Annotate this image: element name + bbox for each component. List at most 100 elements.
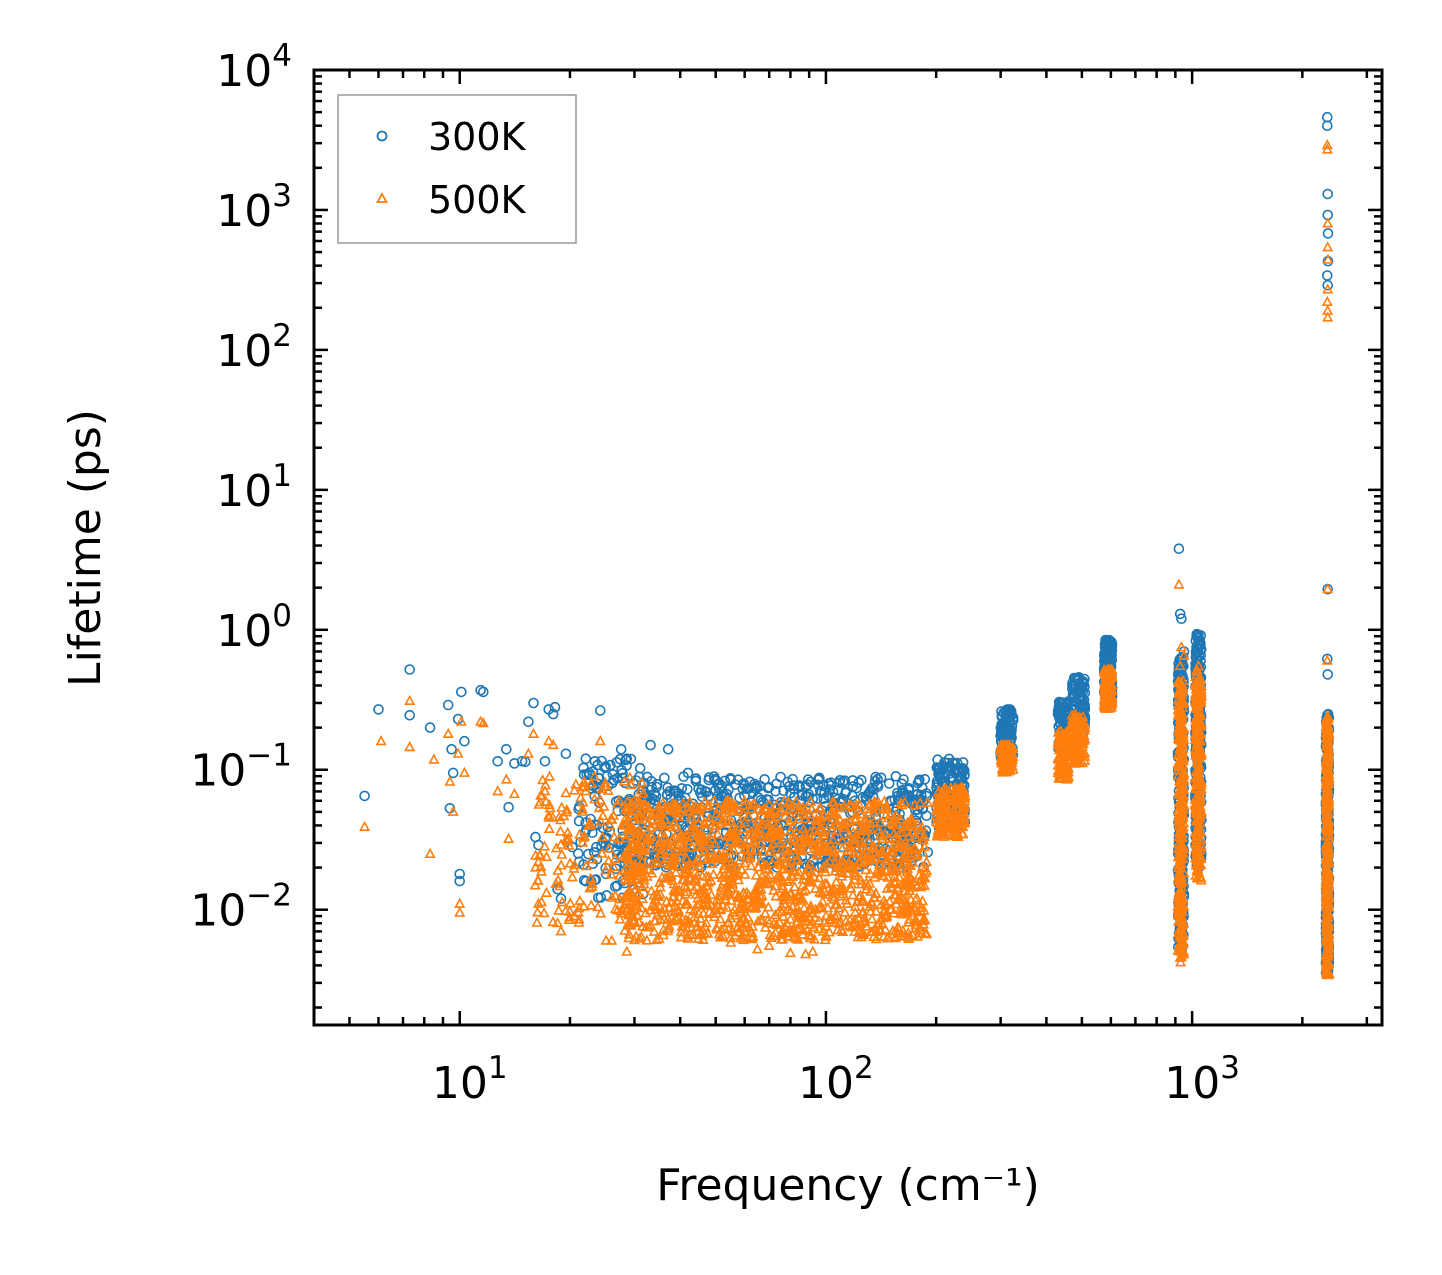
- point-500k: [786, 841, 799, 852]
- point-500k: [729, 909, 741, 920]
- point-500k: [864, 905, 877, 916]
- point-500k: [760, 862, 772, 874]
- point-500k: [540, 886, 553, 898]
- point-500k: [547, 811, 559, 822]
- point-500k: [1194, 709, 1206, 721]
- point-300k: [847, 775, 859, 786]
- point-500k: [769, 880, 781, 891]
- point-500k: [777, 889, 789, 900]
- point-500k: [888, 852, 900, 863]
- point-500k: [712, 828, 724, 839]
- point-500k: [637, 787, 649, 798]
- point-300k: [1100, 654, 1111, 666]
- point-500k: [721, 901, 733, 912]
- point-500k: [854, 857, 866, 868]
- point-500k: [1172, 903, 1184, 914]
- point-500k: [860, 876, 872, 888]
- point-500k: [782, 925, 794, 936]
- point-500k: [1172, 837, 1184, 849]
- point-500k: [575, 791, 587, 803]
- point-300k: [756, 852, 768, 863]
- point-500k: [688, 905, 700, 916]
- point-500k: [825, 910, 837, 922]
- point-500k: [532, 874, 544, 885]
- point-500k: [632, 827, 644, 839]
- point-300k: [500, 743, 512, 755]
- point-500k: [538, 907, 550, 918]
- point-500k: [578, 900, 590, 911]
- point-500k: [726, 925, 738, 936]
- point-500k: [679, 866, 691, 877]
- point-500k: [901, 862, 914, 873]
- point-500k: [1194, 784, 1207, 795]
- point-500k: [821, 858, 833, 869]
- point-500k: [618, 819, 630, 830]
- point-500k: [1191, 824, 1204, 836]
- point-500k: [859, 916, 871, 927]
- point-500k: [699, 921, 711, 932]
- point-300k: [594, 773, 605, 784]
- point-500k: [635, 861, 647, 873]
- point-300k: [883, 778, 895, 789]
- point-500k: [754, 829, 766, 840]
- point-500k: [1174, 853, 1186, 864]
- point-500k: [1192, 865, 1205, 877]
- point-500k: [762, 901, 774, 912]
- point-500k: [719, 798, 731, 809]
- point-300k: [903, 790, 915, 802]
- point-300k: [682, 767, 694, 779]
- point-500k: [764, 826, 776, 837]
- point-500k: [685, 810, 697, 821]
- point-500k: [752, 861, 765, 872]
- point-500k: [1054, 763, 1066, 774]
- point-500k: [1100, 695, 1112, 706]
- point-300k: [373, 704, 384, 715]
- point-500k: [806, 835, 818, 846]
- point-500k: [1178, 917, 1190, 928]
- point-500k: [777, 863, 789, 874]
- point-500k: [699, 844, 711, 855]
- point-300k: [1003, 704, 1015, 715]
- point-500k: [907, 856, 919, 867]
- point-500k: [876, 832, 888, 844]
- point-300k: [607, 769, 619, 780]
- point-300k: [503, 801, 514, 813]
- point-500k: [714, 913, 726, 924]
- point-500k: [878, 795, 890, 806]
- point-500k: [593, 802, 605, 813]
- point-300k: [1322, 188, 1333, 200]
- point-500k: [1173, 809, 1185, 820]
- point-500k: [604, 819, 616, 830]
- point-500k: [776, 804, 788, 816]
- point-500k: [646, 867, 658, 878]
- point-500k: [815, 814, 827, 826]
- point-300k: [805, 776, 816, 788]
- point-500k: [782, 804, 794, 815]
- point-500k: [585, 872, 597, 883]
- point-300k: [1322, 669, 1333, 680]
- point-500k: [798, 808, 810, 820]
- point-500k: [580, 860, 592, 871]
- point-500k: [1173, 796, 1185, 808]
- point-500k: [704, 844, 717, 855]
- point-500k: [773, 854, 786, 866]
- point-300k: [817, 780, 829, 792]
- point-500k: [736, 896, 748, 907]
- point-500k: [599, 777, 612, 788]
- point-500k: [745, 825, 757, 837]
- point-300k: [802, 774, 814, 785]
- point-500k: [846, 878, 858, 889]
- point-500k: [822, 902, 834, 913]
- point-300k: [566, 841, 578, 853]
- point-500k: [727, 797, 739, 808]
- point-500k: [659, 830, 671, 841]
- point-500k: [818, 826, 830, 837]
- point-500k: [719, 893, 731, 904]
- point-500k: [652, 808, 664, 819]
- point-500k: [663, 922, 675, 933]
- point-500k: [786, 900, 799, 911]
- point-500k: [585, 819, 597, 830]
- point-500k: [755, 817, 768, 828]
- point-500k: [1175, 945, 1187, 956]
- point-500k: [802, 843, 814, 854]
